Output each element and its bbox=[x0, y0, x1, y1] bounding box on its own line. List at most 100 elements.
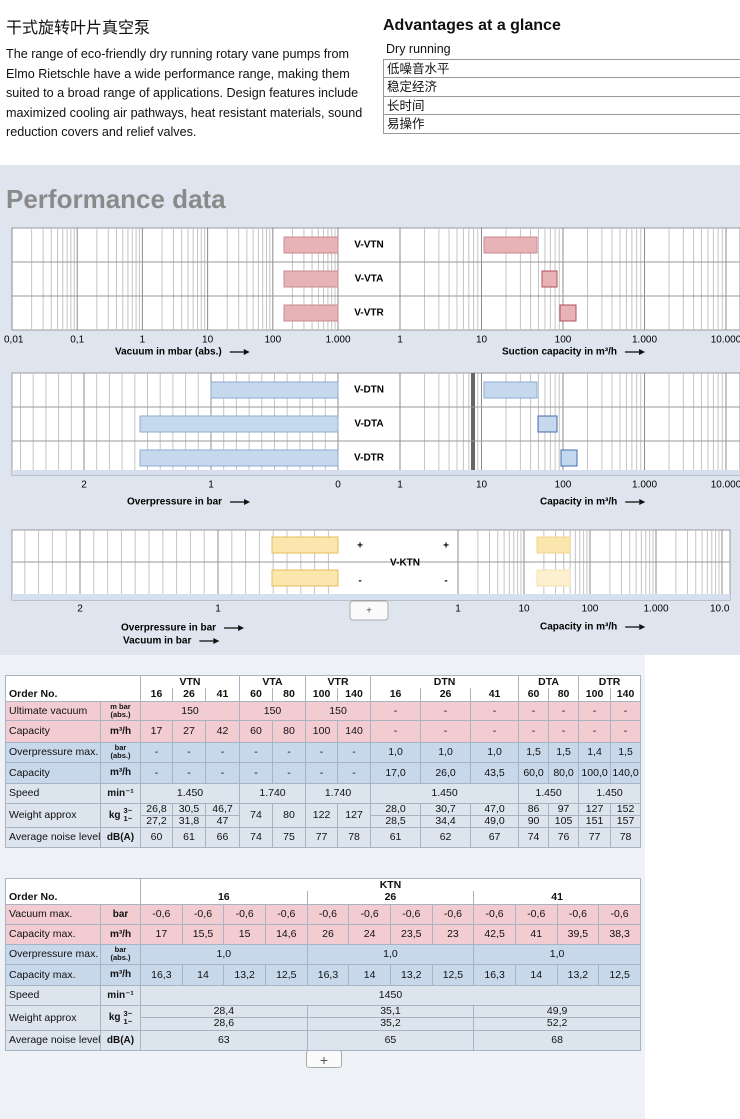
value-cell: 13,2 bbox=[556, 963, 600, 986]
value-cell: 1,5 bbox=[548, 741, 580, 763]
sign: - bbox=[358, 576, 361, 587]
sign: + bbox=[357, 541, 363, 552]
value-cell: 97 105 bbox=[548, 802, 580, 828]
data-row: Average noise level dB(A) 63 65 68 bbox=[5, 1029, 641, 1051]
value-cell: - bbox=[578, 700, 612, 721]
performance-title: Performance data bbox=[6, 184, 226, 214]
tick-label: 10.000 bbox=[711, 335, 740, 346]
unit-wrap: dB(A) bbox=[102, 1035, 140, 1046]
data-row: Overpressure max. bar (abs.) - - - - - - -1,0 1,0 1… bbox=[5, 741, 642, 763]
range-bar bbox=[283, 304, 339, 322]
value-cell: - bbox=[305, 741, 339, 763]
value-cell: - bbox=[518, 700, 550, 721]
value-line: 47,0 bbox=[484, 803, 505, 815]
value-line: 46,7 bbox=[212, 803, 233, 815]
table-body: VTN VTA VTR DTN DTA DTR Order No. 16 26 41 60 80 100… bbox=[5, 675, 642, 848]
value-cell: 1.450 bbox=[139, 782, 241, 804]
add-button-frame bbox=[349, 600, 389, 621]
value-cell: 1.740 bbox=[305, 782, 372, 804]
value-cell: 16,3 bbox=[140, 963, 183, 986]
value-cell: 140 bbox=[337, 719, 372, 743]
value-cell: 15,5 bbox=[181, 923, 225, 945]
tick-label: 2 bbox=[77, 604, 83, 615]
plot-area bbox=[11, 372, 740, 476]
arrow-head bbox=[639, 624, 646, 630]
table-body: KTN Order No. 16 26 41 Vacuum max. bar -0,6 -0,6… bbox=[5, 878, 641, 1051]
data-row: Weight approx kg 3~ 1~ 26,8 27,2 30,5 31,8 46,7 4… bbox=[5, 802, 642, 828]
value-cell: 77 bbox=[305, 826, 339, 848]
tick-label: 10.0 bbox=[710, 604, 730, 615]
value-cell: 1.740 bbox=[239, 782, 307, 804]
value-cell: 12,5 bbox=[598, 963, 641, 986]
value-line: 90 bbox=[519, 814, 548, 826]
value-cell: 30,7 34,4 bbox=[420, 802, 472, 828]
group-header: VTA bbox=[239, 675, 307, 688]
value-cell: - bbox=[548, 719, 580, 743]
size-header: 26 bbox=[172, 688, 206, 702]
value-cell: - bbox=[272, 741, 307, 763]
unit-text: min⁻¹ bbox=[107, 787, 134, 799]
value-cell: 86 90 bbox=[518, 802, 550, 828]
value-cell: -0,6 bbox=[598, 903, 641, 925]
value-line: 52,2 bbox=[474, 1017, 640, 1029]
value-cell: 1,0 bbox=[420, 741, 472, 763]
range-bar bbox=[283, 236, 339, 254]
series-label: V-DTR bbox=[354, 453, 385, 464]
value-cell: 1,5 bbox=[518, 741, 550, 763]
tick-label: 10 bbox=[476, 335, 488, 346]
value-cell: 14 bbox=[514, 963, 558, 986]
header-row: KTN bbox=[5, 878, 641, 891]
value-cell: - bbox=[610, 700, 642, 721]
value-cell: 150 bbox=[305, 700, 372, 721]
value-cell: 12,5 bbox=[264, 963, 308, 986]
value-cell: 150 bbox=[139, 700, 241, 721]
value-cell: 15 bbox=[223, 923, 266, 945]
value-cell: 74 bbox=[239, 826, 274, 848]
value-cell: 13,2 bbox=[389, 963, 433, 986]
data-row: Overpressure max. bar (abs.) 1,0 1,0 1,0 bbox=[5, 943, 641, 965]
tick-label: 1.000 bbox=[325, 335, 350, 346]
intro-text: The range of eco-friendly dry running ro… bbox=[6, 47, 363, 140]
row-label: Speed bbox=[5, 782, 101, 804]
value-line: 152 bbox=[616, 803, 635, 815]
add-button[interactable]: + bbox=[366, 606, 372, 617]
value-cell: 49,9 52,2 bbox=[473, 1004, 641, 1031]
unit-line: (abs.) bbox=[110, 751, 131, 760]
value-cell: 60,0 bbox=[518, 761, 550, 784]
row-label: Weight approx bbox=[5, 1004, 101, 1031]
advantages-title: Advantages at a glance bbox=[383, 17, 561, 34]
row-label: Average noise level bbox=[5, 826, 101, 848]
value-cell: 100,0 bbox=[578, 761, 612, 784]
size-header: 41 bbox=[204, 688, 241, 702]
value-cell: -0,6 bbox=[140, 903, 183, 925]
value-cell: 1.450 bbox=[370, 782, 520, 804]
arrow-head bbox=[639, 499, 646, 505]
value-cell: 41 bbox=[514, 923, 558, 945]
performance-charts: Performance data V-VTN V-VTA V-VTR 0,01 0,1 1… bbox=[4, 184, 740, 647]
tick-label: 100 bbox=[264, 335, 281, 346]
size-header: 26 bbox=[306, 891, 475, 905]
value-cell: - bbox=[420, 700, 472, 721]
row-label: Average noise level bbox=[5, 1029, 101, 1051]
unit-text: kg bbox=[108, 809, 121, 821]
phase: 1~ bbox=[123, 1016, 133, 1026]
value-cell: - bbox=[337, 741, 372, 763]
value-cell: -0,6 bbox=[306, 903, 350, 925]
group-header: DTR bbox=[578, 675, 642, 688]
value-line: 157 bbox=[611, 814, 640, 826]
row-unit: m³/h bbox=[100, 963, 141, 986]
value-cell: 1.450 bbox=[518, 782, 580, 804]
range-bar bbox=[139, 415, 339, 433]
unit-text: m³/h bbox=[109, 969, 132, 980]
value-cell: - bbox=[272, 761, 307, 784]
tick-label: 10.000 bbox=[711, 480, 740, 491]
data-row: Speed min⁻¹ 1.450 1.740 1.740 1.450 1.450 1.450 bbox=[5, 782, 642, 804]
value-line: 35,1 bbox=[380, 1005, 401, 1017]
add-button[interactable]: + bbox=[306, 1050, 342, 1068]
phases: 3~ 1~ bbox=[123, 1009, 133, 1026]
row-label: Speed bbox=[5, 984, 101, 1006]
unit-text: dB(A) bbox=[106, 831, 135, 843]
series-label: V-VTR bbox=[354, 308, 384, 319]
series-label: V-VTN bbox=[354, 240, 383, 251]
size-header: 16 bbox=[370, 688, 422, 702]
